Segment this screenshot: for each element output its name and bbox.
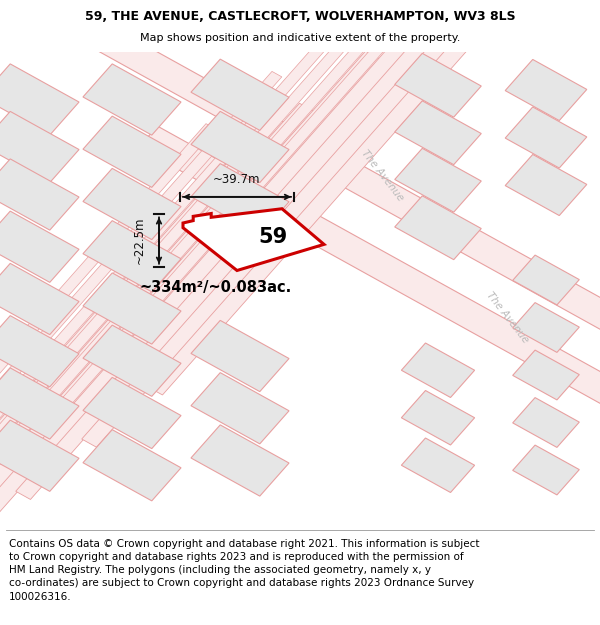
Polygon shape [0,0,446,552]
Polygon shape [0,368,79,439]
Text: ~39.7m: ~39.7m [213,173,261,186]
Polygon shape [191,425,289,496]
Polygon shape [505,59,587,121]
Polygon shape [139,126,600,529]
Polygon shape [512,255,580,305]
Polygon shape [148,0,600,395]
Polygon shape [83,116,181,188]
Polygon shape [512,302,580,352]
Text: 59: 59 [259,228,287,248]
Polygon shape [395,101,481,164]
Polygon shape [0,0,480,465]
Polygon shape [0,0,414,517]
Text: ~22.5m: ~22.5m [133,217,146,264]
Polygon shape [0,211,79,282]
Polygon shape [83,221,181,292]
Polygon shape [0,71,282,622]
Text: Map shows position and indicative extent of the property.: Map shows position and indicative extent… [140,32,460,43]
Polygon shape [0,159,79,230]
Polygon shape [82,0,578,448]
Polygon shape [191,321,289,392]
Polygon shape [401,438,475,493]
Polygon shape [191,111,289,182]
Polygon shape [0,51,380,604]
Polygon shape [83,378,181,449]
Polygon shape [191,59,289,131]
Polygon shape [512,398,580,448]
Polygon shape [16,0,512,499]
Polygon shape [401,391,475,445]
Polygon shape [0,420,79,491]
Polygon shape [191,372,289,444]
Polygon shape [0,124,216,625]
Text: The Avenue: The Avenue [484,291,530,346]
Polygon shape [0,111,79,182]
Polygon shape [191,164,289,235]
Polygon shape [0,64,79,135]
Polygon shape [512,445,580,495]
Polygon shape [0,156,248,625]
Polygon shape [183,209,324,271]
Polygon shape [83,168,181,239]
Polygon shape [401,343,475,398]
Polygon shape [83,325,181,396]
Polygon shape [0,19,348,569]
Polygon shape [83,429,181,501]
Polygon shape [395,53,481,117]
Polygon shape [505,154,587,216]
Text: 59, THE AVENUE, CASTLECROFT, WOLVERHAMPTON, WV3 8LS: 59, THE AVENUE, CASTLECROFT, WOLVERHAMPT… [85,11,515,23]
Polygon shape [83,273,181,344]
Polygon shape [54,0,546,412]
Text: Contains OS data © Crown copyright and database right 2021. This information is : Contains OS data © Crown copyright and d… [9,539,479,601]
Polygon shape [83,64,181,135]
Polygon shape [7,0,600,382]
Text: The Avenue: The Avenue [360,148,406,203]
Polygon shape [395,148,481,212]
Polygon shape [395,196,481,259]
Text: ~334m²/~0.083ac.: ~334m²/~0.083ac. [140,279,292,294]
Polygon shape [0,316,79,387]
Polygon shape [0,263,79,334]
Polygon shape [505,107,587,168]
Polygon shape [0,103,314,625]
Polygon shape [512,350,580,400]
